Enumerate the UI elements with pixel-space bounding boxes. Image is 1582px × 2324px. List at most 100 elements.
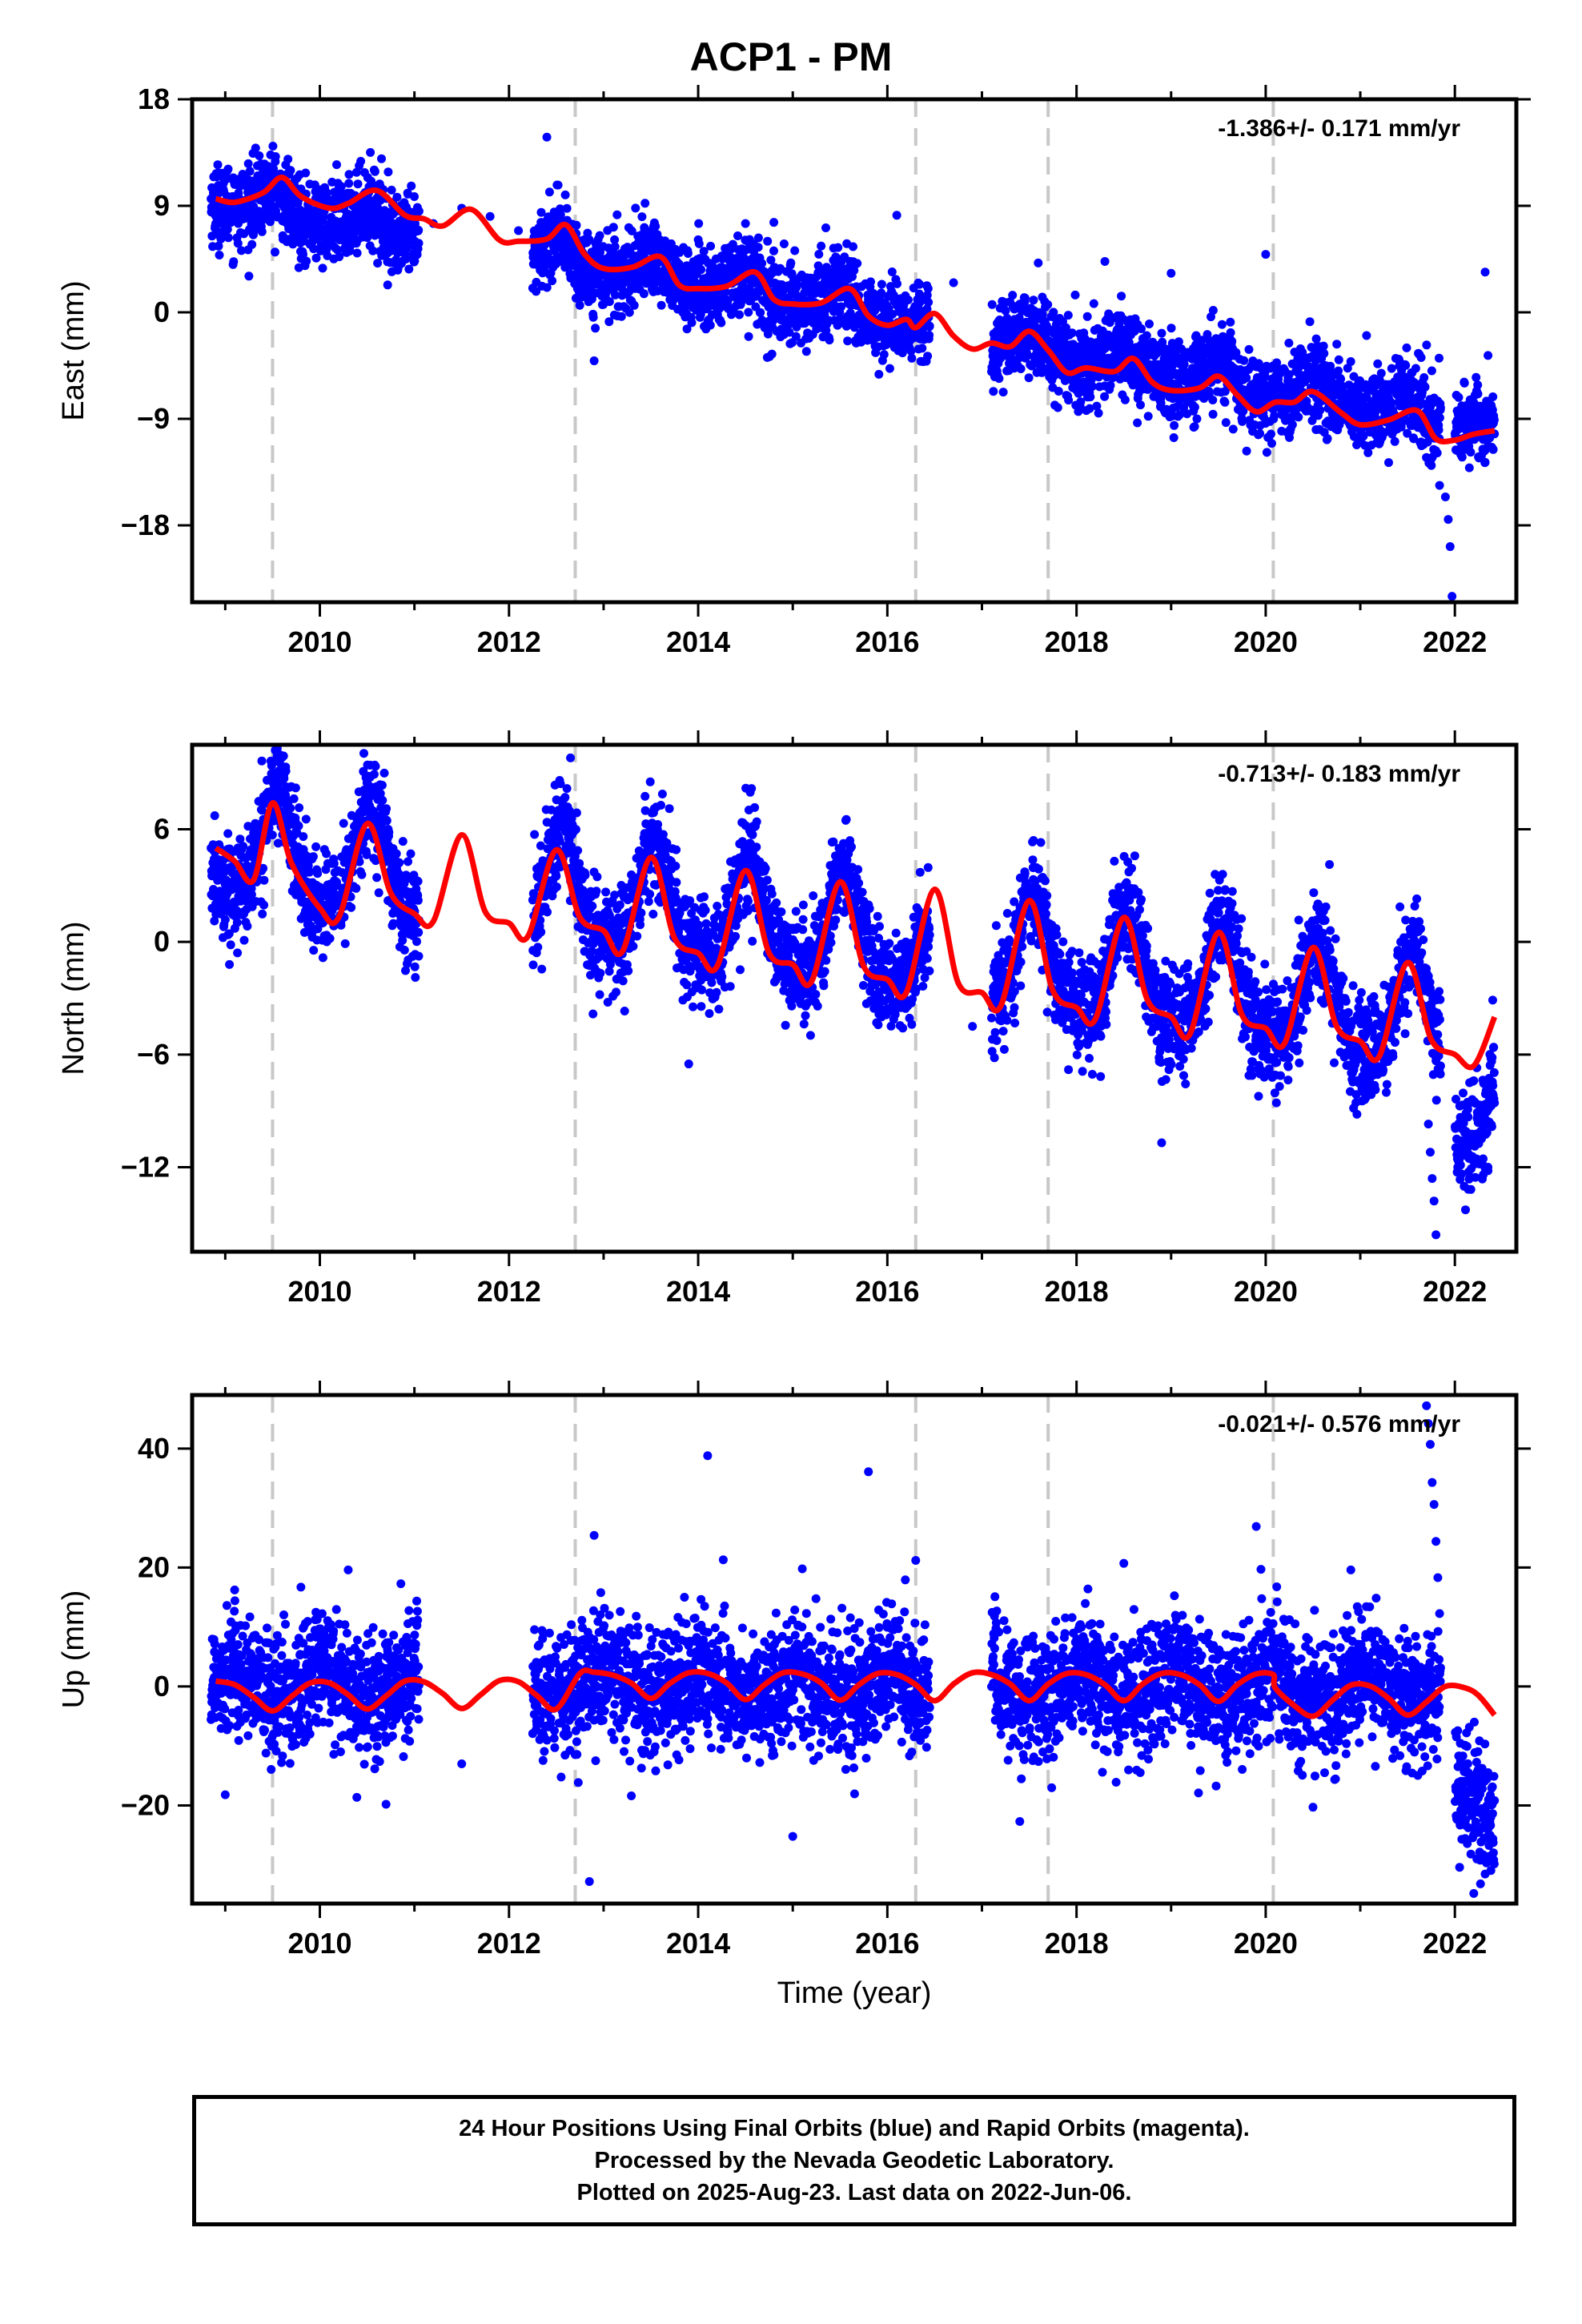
east-point-3401 (1262, 448, 1271, 457)
east-point-1178 (624, 308, 634, 317)
north-point-306 (286, 803, 295, 813)
east-point-3941 (1402, 343, 1411, 352)
north-point-14 (210, 811, 219, 820)
east-point-4059 (1432, 448, 1442, 458)
north-point-140 (243, 922, 252, 931)
east-point-2708 (1082, 312, 1092, 321)
east-point-158 (247, 239, 257, 249)
east-outlier-18 (1480, 267, 1490, 277)
east-point-3895 (1390, 436, 1399, 446)
east-point-3792 (1363, 448, 1373, 457)
north-panel: 2010 2012 2014 2016 2018 2020 202260−6−12North… (57, 730, 1531, 1308)
east-point-3677 (1334, 366, 1343, 376)
east-point-2109 (866, 277, 875, 287)
east-point-1801 (786, 258, 796, 267)
east-point-4087 (1454, 392, 1464, 402)
north-point-55 (220, 915, 230, 924)
east-point-1735 (769, 246, 778, 255)
east-point-4128 (1464, 463, 1474, 472)
east-point-1638 (744, 332, 753, 341)
east-point-4220 (1488, 444, 1498, 454)
east-point-970 (571, 258, 580, 267)
north-point-396 (309, 946, 319, 955)
east-point-4072 (1435, 403, 1445, 412)
north-point-411 (313, 869, 323, 879)
east-point-3194 (1208, 306, 1218, 315)
north-point-289 (281, 766, 291, 776)
east-outlier-15 (1443, 515, 1453, 525)
north-point-679 (382, 816, 391, 826)
east-point-503 (336, 182, 346, 191)
east-point-2467 (1020, 293, 1030, 303)
east-point-803 (414, 207, 424, 216)
east-point-3193 (1208, 409, 1218, 419)
east-point-2943 (1143, 412, 1153, 421)
east-point-2268 (907, 353, 917, 363)
east-point-564 (352, 248, 362, 258)
east-point-2555 (1043, 300, 1053, 309)
north-point-541 (347, 903, 356, 912)
north-point-640 (372, 873, 382, 883)
east-point-973 (572, 220, 581, 230)
east-point-3374 (1255, 428, 1265, 438)
east-point-3312 (1239, 356, 1249, 365)
east-point-802 (414, 239, 424, 248)
east-point-533 (344, 170, 354, 179)
east-point-365 (301, 168, 311, 178)
east-ytick-label: −9 (137, 402, 170, 435)
east-point-3243 (1221, 418, 1231, 428)
east-data-points (207, 132, 1500, 601)
east-outlier-3 (514, 226, 524, 235)
east-point-495 (335, 252, 344, 262)
east-point-3725 (1346, 357, 1355, 366)
east-point-4160 (1473, 380, 1483, 390)
east-point-3937 (1401, 360, 1411, 370)
east-point-532 (344, 179, 354, 188)
east-point-241 (269, 164, 279, 174)
east-point-753 (401, 254, 411, 263)
east-point-4038 (1427, 366, 1436, 376)
east-point-2597 (1054, 387, 1063, 396)
east-point-1936 (821, 223, 830, 232)
east-point-1676 (753, 233, 763, 243)
east-xtick-label: 2014 (666, 625, 730, 658)
east-point-4008 (1419, 373, 1429, 382)
east-point-3323 (1242, 446, 1251, 456)
east-point-2392 (1001, 306, 1010, 316)
east-point-1087 (601, 288, 611, 298)
east-point-172 (251, 143, 260, 153)
east-point-3332 (1244, 344, 1254, 354)
east-point-249 (271, 152, 280, 161)
east-point-67 (223, 233, 233, 243)
east-point-197 (257, 227, 267, 236)
east-point-1453 (696, 310, 705, 320)
east-point-3032 (1166, 324, 1176, 333)
east-point-297 (283, 155, 293, 164)
east-point-2329 (923, 352, 933, 361)
east-xtick-label: 2010 (287, 625, 351, 658)
east-point-697 (387, 185, 396, 195)
north-point-327 (291, 783, 300, 793)
east-point-2345 (989, 387, 998, 396)
east-point-2383 (998, 388, 1008, 397)
east-point-2419 (1008, 291, 1018, 300)
east-point-624 (368, 180, 377, 190)
east-point-1400 (682, 324, 692, 334)
east-point-578 (356, 156, 366, 166)
north-point-280 (279, 751, 288, 761)
east-point-4133 (1466, 448, 1476, 457)
east-point-1147 (616, 312, 626, 321)
east-point-1201 (631, 203, 640, 213)
east-point-1158 (620, 251, 629, 261)
east-point-2254 (903, 296, 913, 304)
east-xtick-label: 2016 (855, 625, 919, 658)
east-point-1063 (595, 231, 604, 240)
east-point-2332 (924, 297, 934, 307)
north-point-395 (308, 852, 318, 862)
east-point-3131 (1192, 414, 1202, 424)
east-point-485 (332, 160, 341, 170)
east-point-117 (237, 246, 246, 255)
east-point-38 (216, 234, 226, 243)
north-point-677 (382, 804, 391, 814)
east-point-2152 (877, 279, 886, 289)
